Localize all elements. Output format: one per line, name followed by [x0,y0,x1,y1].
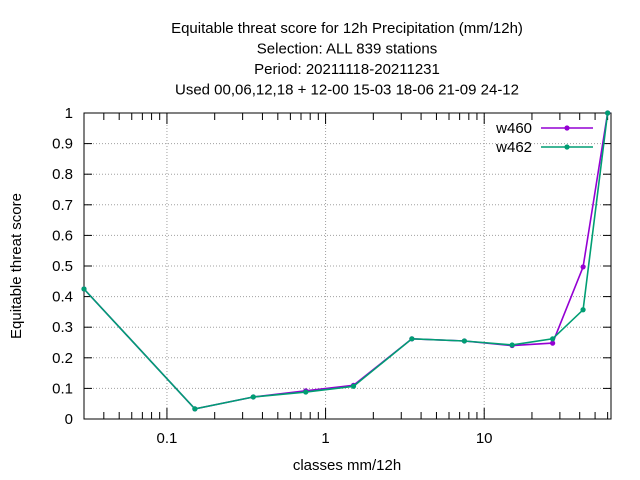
y-tick-label: 0.9 [52,136,73,153]
y-tick-label: 0.4 [52,289,73,306]
data-point [81,286,87,292]
data-point [192,406,198,412]
x-tick-label: 10 [476,430,493,447]
data-point [250,394,256,400]
x-tick-label: 1 [321,430,329,447]
data-point [509,342,515,348]
data-point [461,338,467,344]
data-point [605,110,611,116]
data-point [303,389,309,395]
y-tick-label: 0.8 [52,166,73,183]
y-tick-label: 0.7 [52,197,73,214]
legend-marker [564,144,570,150]
title-line-4: Used 00,06,12,18 + 12-00 15-03 18-06 21-… [175,82,519,99]
series-line [83,112,609,410]
y-tick-label: 1 [65,105,73,122]
y-tick-label: 0.1 [52,380,73,397]
legend-label: w462 [495,139,532,156]
legend-marker [564,125,570,131]
y-tick-label: 0.5 [52,258,73,275]
x-axis-label: classes mm/12h [293,457,401,474]
data-point [550,340,556,346]
y-tick-labels: 0 0.1 0.2 0.3 0.4 0.5 0.6 0.7 0.8 0.9 1 [52,105,73,428]
axis-ticks [83,112,611,420]
x-tick-labels: 0.1 1 10 [157,430,493,447]
series-line [83,112,609,410]
data-point [350,383,357,389]
y-axis-label: Equitable threat score [8,193,25,339]
grid [84,113,611,419]
title-line-3: Period: 20211118-20211231 [254,61,440,78]
y-tick-label: 0.3 [52,319,73,336]
data-point [409,336,415,342]
data-point [580,264,586,270]
series [81,110,611,412]
title-line-2: Selection: ALL 839 stations [257,41,437,58]
series-w462 [81,110,611,412]
plot-frame [83,112,612,420]
x-tick-label: 0.1 [157,430,178,447]
y-tick-label: 0 [65,411,73,428]
title-line-1: Equitable threat score for 12h Precipita… [171,20,523,37]
legend-label: w460 [495,120,532,137]
legend: w460 w462 [495,120,593,156]
chart-title: Equitable threat score for 12h Precipita… [171,20,523,99]
data-point [550,336,556,342]
y-tick-label: 0.2 [52,350,73,367]
y-tick-label: 0.6 [52,227,73,244]
data-point [580,307,586,313]
